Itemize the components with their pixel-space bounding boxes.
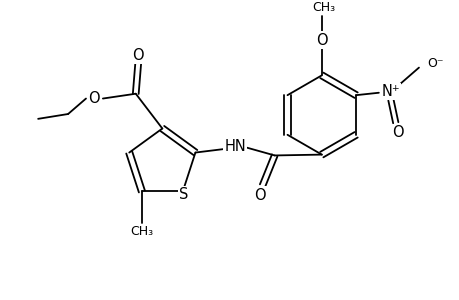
Text: CH₃: CH₃ — [312, 1, 335, 14]
Text: CH₃: CH₃ — [130, 225, 153, 238]
Text: O⁻: O⁻ — [427, 57, 443, 70]
Text: O: O — [315, 33, 327, 48]
Text: O: O — [88, 91, 100, 106]
Text: O: O — [254, 188, 265, 202]
Text: HN: HN — [224, 139, 246, 154]
Text: N⁺: N⁺ — [381, 84, 399, 99]
Text: S: S — [179, 187, 188, 202]
Text: O: O — [392, 125, 403, 140]
Text: O: O — [132, 48, 144, 63]
